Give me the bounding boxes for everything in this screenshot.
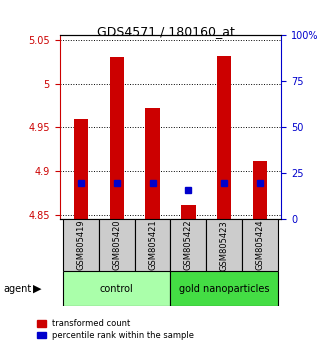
Bar	[145, 108, 160, 219]
FancyBboxPatch shape	[99, 219, 135, 271]
Text: GSM805424: GSM805424	[256, 220, 264, 270]
Text: GSM805422: GSM805422	[184, 220, 193, 270]
FancyBboxPatch shape	[206, 219, 242, 271]
Text: control: control	[100, 284, 134, 293]
Text: GDS4571 / 180160_at: GDS4571 / 180160_at	[97, 25, 234, 38]
FancyBboxPatch shape	[63, 219, 99, 271]
FancyBboxPatch shape	[170, 219, 206, 271]
FancyBboxPatch shape	[170, 271, 278, 306]
Bar	[217, 56, 231, 219]
Text: agent: agent	[3, 284, 31, 293]
Bar	[110, 57, 124, 219]
Legend: transformed count, percentile rank within the sample: transformed count, percentile rank withi…	[37, 319, 194, 340]
FancyBboxPatch shape	[63, 271, 170, 306]
FancyBboxPatch shape	[242, 219, 278, 271]
Text: GSM805421: GSM805421	[148, 220, 157, 270]
Bar	[74, 119, 88, 219]
Bar	[253, 161, 267, 219]
Bar	[181, 205, 196, 219]
Text: gold nanoparticles: gold nanoparticles	[179, 284, 269, 293]
Text: GSM805423: GSM805423	[220, 220, 229, 270]
Text: ▶: ▶	[33, 284, 42, 293]
FancyBboxPatch shape	[135, 219, 170, 271]
Text: GSM805420: GSM805420	[112, 220, 121, 270]
Text: GSM805419: GSM805419	[76, 220, 85, 270]
